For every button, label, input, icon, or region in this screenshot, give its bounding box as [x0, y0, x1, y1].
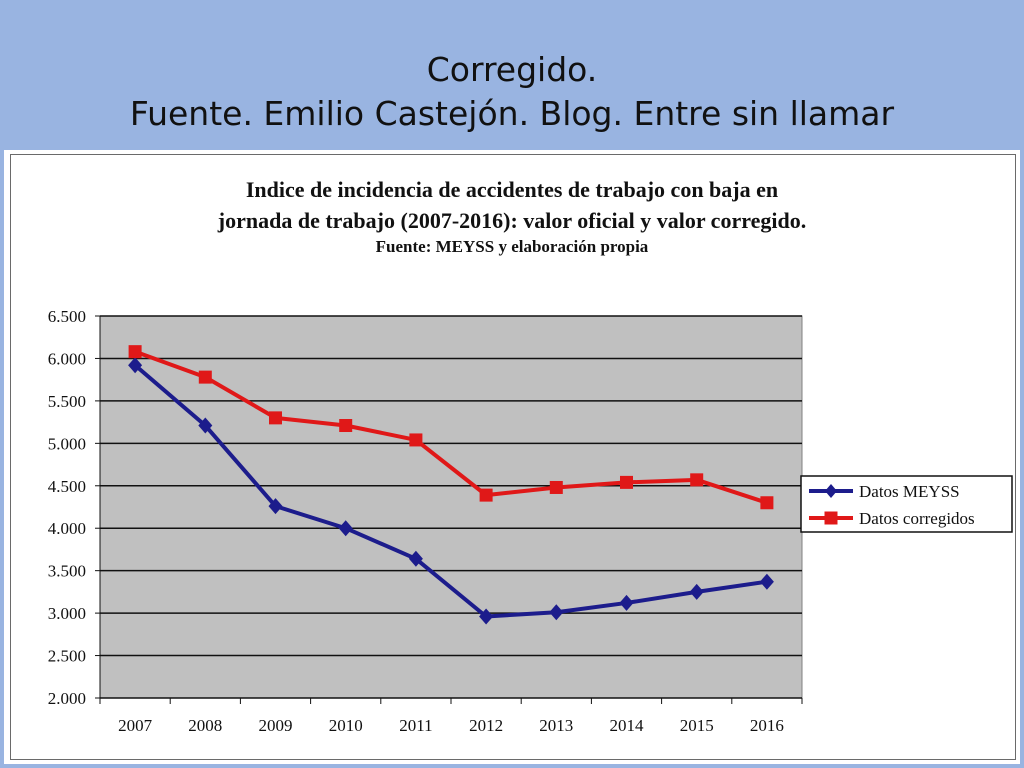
data-point-corregidos [128, 345, 142, 359]
x-tick-label: 2009 [259, 716, 293, 735]
chart-title-line-1: Indice de incidencia de accidentes de tr… [245, 177, 779, 202]
chart-border [10, 154, 1016, 760]
chart-subtitle: Fuente: MEYSS y elaboración propia [375, 237, 649, 256]
y-tick-label: 4.000 [48, 519, 86, 538]
legend-marker-corregidos [824, 511, 838, 525]
data-point-corregidos [339, 419, 353, 433]
x-tick-label: 2014 [610, 716, 645, 735]
data-point-meyss [128, 357, 143, 374]
data-point-meyss [338, 520, 353, 537]
legend-label-corregidos: Datos corregidos [859, 509, 975, 528]
data-point-corregidos [760, 496, 774, 510]
y-tick-label: 5.000 [48, 434, 86, 453]
y-tick-label: 2.000 [48, 689, 86, 708]
x-tick-label: 2012 [469, 716, 503, 735]
data-point-meyss [549, 604, 564, 621]
y-tick-label: 3.500 [48, 562, 86, 581]
y-tick-label: 3.000 [48, 604, 86, 623]
x-tick-label: 2016 [750, 716, 784, 735]
y-tick-label: 5.500 [48, 392, 86, 411]
data-point-corregidos [549, 480, 563, 494]
data-point-corregidos [269, 411, 282, 425]
data-point-meyss [759, 573, 774, 590]
data-point-corregidos [198, 370, 212, 384]
series-line-meyss [133, 363, 768, 619]
slide-title: Corregido. Fuente. Emilio Castejón. Blog… [0, 48, 1024, 136]
legend-marker-meyss [825, 484, 837, 498]
x-tick-label: 2015 [680, 716, 714, 735]
data-point-corregidos [409, 433, 423, 447]
chart-panel: Indice de incidencia de accidentes de tr… [4, 150, 1020, 764]
y-tick-label: 2.500 [48, 647, 86, 666]
data-point-corregidos [479, 488, 493, 502]
x-tick-label: 2011 [399, 716, 432, 735]
data-point-meyss [619, 594, 634, 611]
y-tick-label: 6.000 [48, 349, 86, 368]
series-line-corregidos [134, 349, 768, 505]
data-point-corregidos [690, 473, 704, 487]
y-tick-label: 6.500 [48, 307, 86, 326]
y-tick-label: 4.500 [48, 477, 86, 496]
data-point-meyss [408, 550, 423, 567]
slide-title-line-1: Corregido. [426, 50, 598, 89]
line-chart: 2.000 2.500 3.000 3.500 4.000 4.500 5.000 5.500… [48, 307, 1013, 735]
data-point-corregidos [620, 475, 633, 489]
legend: Datos MEYSS Datos corregidos [800, 475, 1013, 533]
x-tick-label: 2008 [188, 716, 222, 735]
chart-title-line-2: jornada de trabajo (2007-2016): valor of… [217, 208, 807, 233]
x-tick-label: 2013 [539, 716, 573, 735]
legend-label-meyss: Datos MEYSS [859, 482, 960, 501]
slide-title-line-2: Fuente. Emilio Castejón. Blog. Entre sin… [129, 94, 895, 133]
x-tick-label: 2007 [118, 716, 153, 735]
data-point-meyss [689, 583, 704, 600]
plot-area: 2.000 2.500 3.000 3.500 4.000 4.500 5.000 5.500… [48, 307, 803, 735]
data-point-meyss [198, 417, 213, 434]
data-point-meyss [268, 498, 283, 515]
chart-title: Indice de incidencia de accidentes de tr… [4, 174, 1020, 258]
x-tick-label: 2010 [329, 716, 363, 735]
data-point-meyss [479, 608, 494, 625]
